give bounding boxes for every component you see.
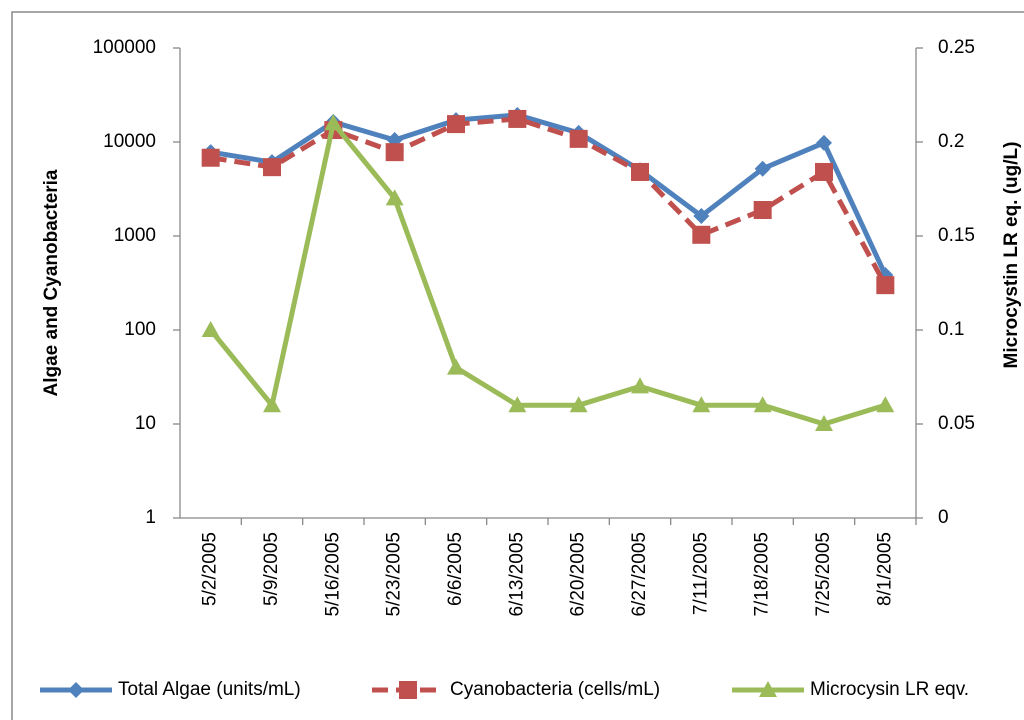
- y2-tick-label: 0.05: [938, 413, 975, 434]
- legend-label: Microcysin LR eqv.: [810, 679, 969, 700]
- point-marker: [631, 377, 649, 394]
- point-marker: [692, 396, 711, 413]
- x-tick-label: 7/18/2005: [752, 532, 773, 617]
- point-marker: [447, 358, 465, 375]
- series-line: [210, 116, 888, 287]
- legend-label: Cyanobacteria (cells/mL): [450, 679, 660, 700]
- point-marker: [385, 143, 404, 162]
- point-marker: [876, 396, 895, 413]
- x-tick-label: 7/11/2005: [690, 532, 711, 615]
- point-marker: [692, 225, 711, 244]
- legend-label: Total Algae (units/mL): [118, 679, 301, 700]
- y2-tick-label: 0.2: [938, 131, 964, 152]
- x-tick-label: 5/16/2005: [322, 532, 343, 617]
- point-marker: [693, 208, 710, 225]
- point-marker: [263, 396, 281, 413]
- point-marker: [508, 109, 527, 128]
- series-line: [210, 112, 888, 277]
- point-marker: [631, 162, 649, 181]
- point-marker: [815, 415, 833, 431]
- x-tick-label: 5/9/2005: [261, 532, 282, 606]
- y-tick-label: 100: [124, 319, 156, 340]
- point-marker: [201, 148, 220, 167]
- legend-marker: [68, 682, 84, 698]
- point-marker: [569, 396, 588, 413]
- x-tick-label: 7/25/2005: [813, 532, 834, 617]
- legend-marker: [399, 681, 417, 699]
- point-marker: [753, 396, 772, 413]
- point-marker: [753, 201, 772, 220]
- point-marker: [201, 321, 220, 337]
- point-marker: [508, 396, 527, 413]
- y2-tick-label: 0: [938, 507, 949, 528]
- x-tick-label: 6/6/2005: [445, 532, 466, 606]
- y-tick-label: 10: [135, 413, 156, 434]
- point-marker: [754, 160, 771, 177]
- chart-border: [11, 11, 1024, 720]
- x-tick-label: 6/27/2005: [629, 532, 650, 617]
- series-line: [208, 120, 887, 427]
- point-marker: [876, 276, 895, 295]
- legend-marker: [759, 681, 777, 697]
- y2-axis-title: Microcystin LR eq. (ug/L): [1001, 142, 1022, 369]
- y2-tick-label: 0.1: [938, 319, 964, 340]
- point-marker: [263, 158, 281, 177]
- y-tick-label: 1: [145, 507, 156, 528]
- y-tick-label: 10000: [103, 131, 156, 152]
- point-marker: [815, 162, 833, 181]
- y-tick-label: 1000: [114, 225, 156, 246]
- point-marker: [816, 134, 832, 151]
- point-marker: [324, 114, 343, 131]
- point-marker: [385, 189, 404, 206]
- point-marker: [569, 129, 588, 148]
- x-tick-label: 6/20/2005: [568, 532, 589, 617]
- x-tick-label: 5/2/2005: [200, 532, 221, 606]
- y2-tick-label: 0.25: [938, 37, 975, 58]
- y-axis-title: Algae and Cyanobacteria: [41, 169, 62, 396]
- y-tick-label: 100000: [93, 37, 156, 58]
- point-marker: [447, 115, 465, 134]
- x-tick-label: 5/23/2005: [384, 532, 405, 617]
- y2-tick-label: 0.15: [938, 225, 975, 246]
- x-tick-label: 6/13/2005: [506, 532, 527, 617]
- x-tick-label: 8/1/2005: [874, 532, 895, 606]
